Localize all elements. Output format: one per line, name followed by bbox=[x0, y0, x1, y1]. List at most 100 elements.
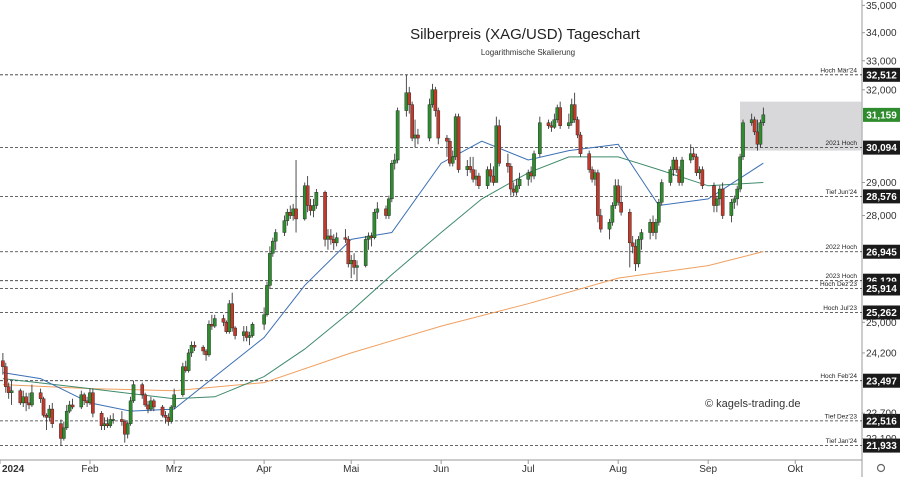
candle-body bbox=[363, 239, 368, 266]
candle-body bbox=[445, 137, 449, 142]
candle-body bbox=[636, 239, 641, 265]
candle-body bbox=[4, 366, 8, 387]
candle-body bbox=[169, 406, 174, 422]
candle-body bbox=[125, 423, 130, 435]
candle-body bbox=[140, 384, 145, 395]
level-name-label: Hoch Dez'23 bbox=[820, 281, 857, 288]
candle-body bbox=[558, 107, 562, 126]
candle-body bbox=[712, 185, 716, 206]
candle-body bbox=[24, 396, 28, 404]
candle-body bbox=[668, 169, 673, 183]
candle-body bbox=[680, 159, 684, 183]
candle-body bbox=[108, 419, 113, 426]
candle-body bbox=[506, 163, 510, 167]
candle-body bbox=[552, 119, 557, 128]
candle-body bbox=[488, 169, 493, 177]
candle-body bbox=[448, 140, 452, 164]
candle-body bbox=[305, 185, 310, 206]
candle-body bbox=[212, 318, 217, 327]
candle-body bbox=[163, 415, 168, 418]
candle-body bbox=[575, 119, 580, 136]
level-value-box bbox=[863, 413, 900, 428]
level-value-label: 32,512 bbox=[866, 70, 897, 81]
candle-body bbox=[30, 392, 34, 406]
candle-body bbox=[323, 192, 327, 240]
candle-body bbox=[607, 222, 612, 230]
candle-body bbox=[233, 327, 237, 336]
level-value-label: 25,262 bbox=[866, 308, 897, 319]
candle-body bbox=[250, 323, 255, 336]
candle-body bbox=[221, 318, 226, 323]
y-tick-label: 34,000 bbox=[866, 28, 897, 39]
candle-body bbox=[735, 188, 739, 200]
candle-body bbox=[189, 344, 194, 354]
candle-body bbox=[694, 156, 699, 174]
candle-body bbox=[265, 285, 269, 315]
candle-body bbox=[128, 400, 133, 424]
candle-body bbox=[160, 406, 165, 416]
settings-gear-icon bbox=[876, 463, 886, 473]
level-value-label: 28,576 bbox=[866, 192, 897, 203]
level-name-label: Hoch Jul'23 bbox=[823, 305, 857, 312]
candle-body bbox=[230, 303, 234, 329]
candle-body bbox=[390, 163, 394, 200]
candle-body bbox=[50, 408, 55, 424]
candle-body bbox=[186, 352, 191, 371]
candle-body bbox=[311, 205, 316, 211]
sma200-line bbox=[2, 251, 764, 392]
candle-body bbox=[468, 166, 472, 170]
candle-body bbox=[654, 222, 658, 233]
candle-body bbox=[392, 159, 397, 164]
level-value-box bbox=[863, 438, 900, 453]
x-tick-label: Apr bbox=[256, 464, 272, 475]
candle-body bbox=[294, 208, 298, 220]
y-tick-label: 32,000 bbox=[866, 85, 897, 96]
candle-body bbox=[152, 400, 156, 408]
candle-body bbox=[6, 386, 11, 393]
candle-body bbox=[616, 185, 621, 203]
x-tick-label: Sep bbox=[699, 464, 717, 475]
candle-body bbox=[700, 169, 705, 186]
candle-body bbox=[262, 314, 266, 325]
candle-body bbox=[201, 346, 205, 352]
candle-body bbox=[355, 265, 359, 268]
candle-body bbox=[99, 413, 104, 426]
candle-body bbox=[532, 153, 536, 177]
level-value-box bbox=[863, 67, 900, 82]
level-name-label: 2023 Hoch bbox=[826, 273, 858, 280]
candle-body bbox=[433, 89, 438, 111]
candle-body bbox=[67, 404, 72, 412]
candle-body bbox=[674, 159, 679, 170]
candle-body bbox=[485, 169, 490, 186]
candle-body bbox=[567, 122, 571, 126]
x-tick-label: Okt bbox=[787, 464, 803, 475]
level-value-label: 21,933 bbox=[866, 441, 897, 452]
candle-body bbox=[192, 344, 197, 348]
candle-body bbox=[610, 205, 615, 223]
chart-subtitle: Logarithmische Skalierung bbox=[481, 48, 575, 57]
y-tick-label: 25,000 bbox=[866, 318, 897, 329]
candle-body bbox=[64, 410, 69, 429]
candle-body bbox=[143, 394, 147, 406]
level-value-box bbox=[863, 281, 900, 296]
candle-body bbox=[395, 110, 400, 161]
candle-body bbox=[691, 153, 696, 158]
candle-body bbox=[9, 390, 14, 393]
candle-body bbox=[758, 122, 763, 145]
candle-body bbox=[407, 92, 412, 105]
candle-body bbox=[410, 104, 414, 139]
candle-body bbox=[329, 235, 333, 240]
candle-body bbox=[1, 360, 5, 367]
candle-body bbox=[244, 331, 249, 338]
candle-body bbox=[732, 198, 737, 203]
candle-body bbox=[352, 260, 356, 268]
x-tick-label: Aug bbox=[609, 464, 627, 475]
level-value-box bbox=[863, 244, 900, 259]
level-value-label: 31,159 bbox=[866, 110, 897, 121]
candle-body bbox=[456, 116, 461, 170]
candle-body bbox=[628, 211, 632, 244]
candle-body bbox=[120, 419, 124, 422]
candle-body bbox=[343, 237, 348, 240]
candle-body bbox=[715, 198, 719, 206]
